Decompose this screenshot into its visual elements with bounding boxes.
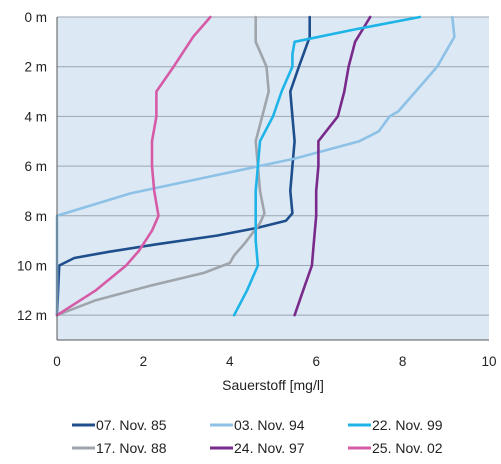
legend: 07. Nov. 85 03. Nov. 94 22. Nov. 99 17. Nov… — [72, 417, 443, 456]
y-tick-label: 0 m — [24, 10, 47, 25]
legend-label: 03. Nov. 94 — [234, 417, 305, 433]
x-tick-label: 0 — [53, 354, 61, 369]
x-tick-label: 6 — [312, 354, 320, 369]
legend-label: 17. Nov. 88 — [96, 440, 167, 456]
y-tick-label: 6 m — [24, 159, 47, 174]
x-tick-label: 10 — [481, 354, 496, 369]
series-line-1 — [55, 15, 312, 317]
series-lines — [55, 15, 456, 317]
legend-label: 22. Nov. 99 — [372, 417, 443, 433]
series-line-5 — [232, 15, 422, 317]
legend-label: 07. Nov. 85 — [96, 417, 167, 433]
y-tick-label: 4 m — [24, 109, 47, 124]
x-tick-label: 2 — [140, 354, 148, 369]
series-line-6 — [55, 15, 212, 317]
legend-label: 24. Nov. 97 — [234, 440, 305, 456]
series-line-4 — [293, 15, 372, 317]
y-tick-label: 12 m — [17, 308, 47, 323]
x-tick-labels: 0 2 4 6 8 10 — [53, 354, 496, 369]
x-tick-label: 4 — [226, 354, 234, 369]
y-tick-labels: 0 m 2 m 4 m 6 m 8 m 10 m 12 m — [17, 10, 47, 323]
x-axis-title: Sauerstoff [mg/l] — [222, 377, 324, 393]
series-line-3 — [55, 15, 456, 317]
x-tick-label: 8 — [399, 354, 407, 369]
y-tick-label: 8 m — [24, 209, 47, 224]
y-tick-label: 10 m — [17, 258, 47, 273]
series-line-2 — [55, 15, 271, 317]
plot-area — [57, 17, 489, 340]
legend-label: 25. Nov. 02 — [372, 440, 443, 456]
y-tick-label: 2 m — [24, 60, 47, 75]
